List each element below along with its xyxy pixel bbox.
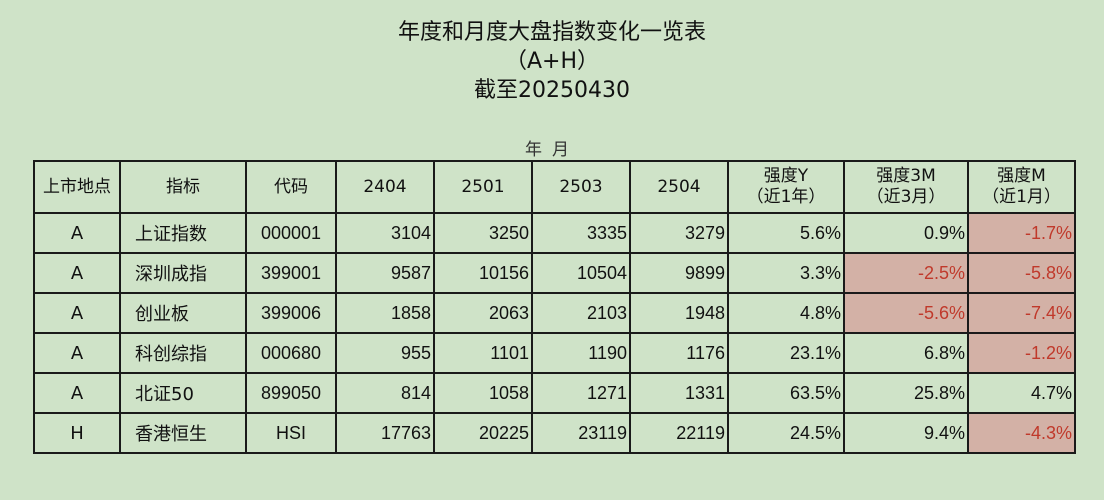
cell-market: A [33,292,121,334]
cell-period-2: 2063 [433,292,533,334]
header-period-3: 2503 [531,160,631,214]
cell-period-2: 3250 [433,212,533,254]
cell-strength-year: 63.5% [727,372,845,414]
page-title: 年度和月度大盘指数变化一览表 [397,20,706,45]
cell-period-4: 1176 [629,332,729,374]
cell-period-2: 10156 [433,252,533,294]
header-index: 指标 [119,160,247,214]
header-market: 上市地点 [33,160,121,214]
title-block: 年度和月度大盘指数变化一览表 （A+H） 截至20250430 [0,18,1104,105]
cell-market: A [33,212,121,254]
cell-strength-year: 4.8% [727,292,845,334]
header-strength-year-main: 强度Y [763,166,809,186]
page-title-date: 截至20250430 [474,78,630,103]
cell-code: 399006 [245,292,337,334]
cell-market: A [33,332,121,374]
cell-strength-month: 4.7% [967,372,1076,414]
header-strength-year: 强度Y （近1年） [727,160,845,214]
cell-period-1: 955 [335,332,435,374]
cell-market: A [33,252,121,294]
cell-period-4: 1331 [629,372,729,414]
cell-period-3: 1271 [531,372,631,414]
cell-strength-3m: -2.5% [843,252,969,294]
cell-period-2: 20225 [433,412,533,454]
table-row: A 北证50 899050 814 1058 1271 1331 63.5% 2… [33,372,1076,414]
cell-index-name: 上证指数 [119,212,247,254]
table-row: A 上证指数 000001 3104 3250 3335 3279 5.6% 0… [33,212,1076,254]
cell-strength-3m: 9.4% [843,412,969,454]
cell-period-1: 1858 [335,292,435,334]
table-row: A 科创综指 000680 955 1101 1190 1176 23.1% 6… [33,332,1076,374]
cell-strength-year: 5.6% [727,212,845,254]
index-table: 上市地点 指标 代码 2404 2501 2503 2504 强度Y （近1年）… [33,160,1076,454]
header-strength-3m-sub: （近3月） [866,187,946,207]
cell-strength-month: -1.2% [967,332,1076,374]
page-title-scope: （A+H） [504,49,600,74]
cell-index-name: 香港恒生 [119,412,247,454]
cell-index-name: 深圳成指 [119,252,247,294]
cell-market: H [33,412,121,454]
cell-period-4: 22119 [629,412,729,454]
header-strength-month-sub: （近1月） [982,187,1061,207]
table-row: A 深圳成指 399001 9587 10156 10504 9899 3.3%… [33,252,1076,294]
cell-strength-3m: 25.8% [843,372,969,414]
cell-strength-year: 3.3% [727,252,845,294]
cell-period-3: 1190 [531,332,631,374]
cell-code: 899050 [245,372,337,414]
cell-code: HSI [245,412,337,454]
cell-period-4: 3279 [629,212,729,254]
header-strength-3m-main: 强度3M [876,166,936,186]
cell-strength-month: -5.8% [967,252,1076,294]
cell-period-3: 23119 [531,412,631,454]
cell-strength-3m: 6.8% [843,332,969,374]
cell-period-3: 10504 [531,252,631,294]
cell-code: 399001 [245,252,337,294]
table-header-row: 上市地点 指标 代码 2404 2501 2503 2504 强度Y （近1年）… [33,160,1076,214]
cell-strength-3m: -5.6% [843,292,969,334]
cell-market: A [33,372,121,414]
cell-period-3: 3335 [531,212,631,254]
table-row: A 创业板 399006 1858 2063 2103 1948 4.8% -5… [33,292,1076,334]
table-row: H 香港恒生 HSI 17763 20225 23119 22119 24.5%… [33,412,1076,454]
header-period-1: 2404 [335,160,435,214]
cell-strength-month: -4.3% [967,412,1076,454]
cell-index-name: 创业板 [119,292,247,334]
header-period-4: 2504 [629,160,729,214]
header-period-2: 2501 [433,160,533,214]
cell-strength-3m: 0.9% [843,212,969,254]
cell-strength-month: -7.4% [967,292,1076,334]
cell-period-4: 1948 [629,292,729,334]
cell-index-name: 科创综指 [119,332,247,374]
header-code: 代码 [245,160,337,214]
header-strength-year-sub: （近1年） [746,187,826,207]
period-label: 年月 [525,140,579,160]
cell-period-2: 1058 [433,372,533,414]
cell-code: 000680 [245,332,337,374]
cell-period-3: 2103 [531,292,631,334]
cell-period-1: 814 [335,372,435,414]
cell-strength-month: -1.7% [967,212,1076,254]
cell-index-name: 北证50 [119,372,247,414]
cell-period-2: 1101 [433,332,533,374]
header-strength-month-main: 强度M [997,166,1046,186]
cell-period-1: 3104 [335,212,435,254]
header-strength-month: 强度M （近1月） [967,160,1076,214]
cell-period-1: 17763 [335,412,435,454]
cell-period-4: 9899 [629,252,729,294]
header-strength-3m: 强度3M （近3月） [843,160,969,214]
cell-period-1: 9587 [335,252,435,294]
cell-strength-year: 24.5% [727,412,845,454]
cell-strength-year: 23.1% [727,332,845,374]
cell-code: 000001 [245,212,337,254]
